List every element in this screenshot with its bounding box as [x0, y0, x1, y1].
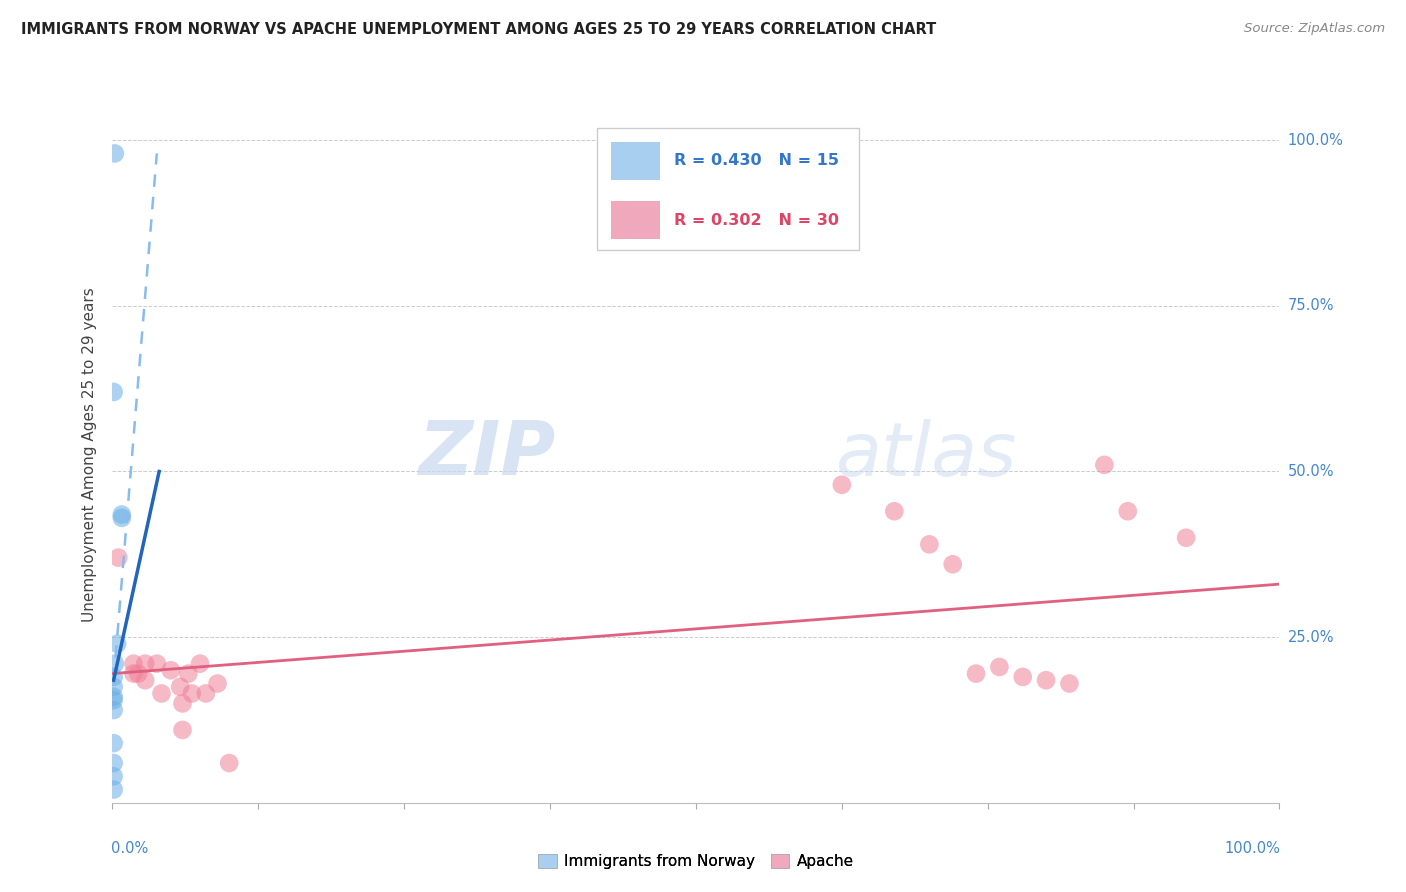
Point: [172, 697, 194, 711]
Text: atlas: atlas: [837, 419, 1018, 491]
Point: [1011, 670, 1033, 684]
Point: [146, 657, 169, 671]
Point: [1175, 531, 1198, 545]
FancyBboxPatch shape: [610, 142, 659, 180]
Point: [160, 663, 183, 677]
FancyBboxPatch shape: [610, 201, 659, 239]
Point: [122, 657, 145, 671]
Text: 100.0%: 100.0%: [1225, 841, 1281, 856]
Point: [1116, 504, 1139, 518]
Point: [988, 660, 1011, 674]
Text: 0.0%: 0.0%: [111, 841, 149, 856]
Text: ZIP: ZIP: [419, 418, 555, 491]
Point: [122, 666, 145, 681]
Point: [107, 550, 129, 565]
Text: 50.0%: 50.0%: [1288, 464, 1334, 479]
Point: [918, 537, 941, 551]
Point: [103, 769, 125, 783]
Point: [1059, 676, 1081, 690]
Point: [1092, 458, 1115, 472]
Point: [103, 756, 125, 770]
Point: [105, 637, 128, 651]
Point: [194, 686, 217, 700]
Point: [104, 146, 127, 161]
Point: [103, 782, 125, 797]
Point: [103, 670, 125, 684]
Point: [103, 693, 125, 707]
Point: [111, 511, 134, 525]
Text: 100.0%: 100.0%: [1288, 133, 1344, 148]
Text: 75.0%: 75.0%: [1288, 298, 1334, 313]
Point: [134, 657, 156, 671]
Point: [104, 657, 127, 671]
Point: [883, 504, 905, 518]
Y-axis label: Unemployment Among Ages 25 to 29 years: Unemployment Among Ages 25 to 29 years: [82, 287, 97, 623]
Point: [172, 723, 194, 737]
Point: [103, 736, 125, 750]
Point: [134, 673, 156, 688]
Point: [218, 756, 240, 770]
Point: [942, 558, 965, 572]
Point: [1035, 673, 1057, 688]
Point: [965, 666, 987, 681]
FancyBboxPatch shape: [596, 128, 859, 250]
Point: [188, 657, 211, 671]
Point: [111, 508, 134, 522]
Point: [177, 666, 200, 681]
Point: [103, 703, 125, 717]
Point: [103, 690, 125, 704]
Point: [150, 686, 173, 700]
Point: [103, 680, 125, 694]
Text: R = 0.430   N = 15: R = 0.430 N = 15: [673, 153, 839, 169]
Point: [103, 384, 125, 399]
Text: 25.0%: 25.0%: [1288, 630, 1334, 645]
Point: [180, 686, 202, 700]
Text: IMMIGRANTS FROM NORWAY VS APACHE UNEMPLOYMENT AMONG AGES 25 TO 29 YEARS CORRELAT: IMMIGRANTS FROM NORWAY VS APACHE UNEMPLO…: [21, 22, 936, 37]
Point: [127, 666, 149, 681]
Point: [169, 680, 191, 694]
Point: [831, 477, 853, 491]
Text: R = 0.302   N = 30: R = 0.302 N = 30: [673, 212, 839, 227]
Legend: Immigrants from Norway, Apache: Immigrants from Norway, Apache: [533, 848, 859, 875]
Text: Source: ZipAtlas.com: Source: ZipAtlas.com: [1244, 22, 1385, 36]
Point: [207, 676, 229, 690]
